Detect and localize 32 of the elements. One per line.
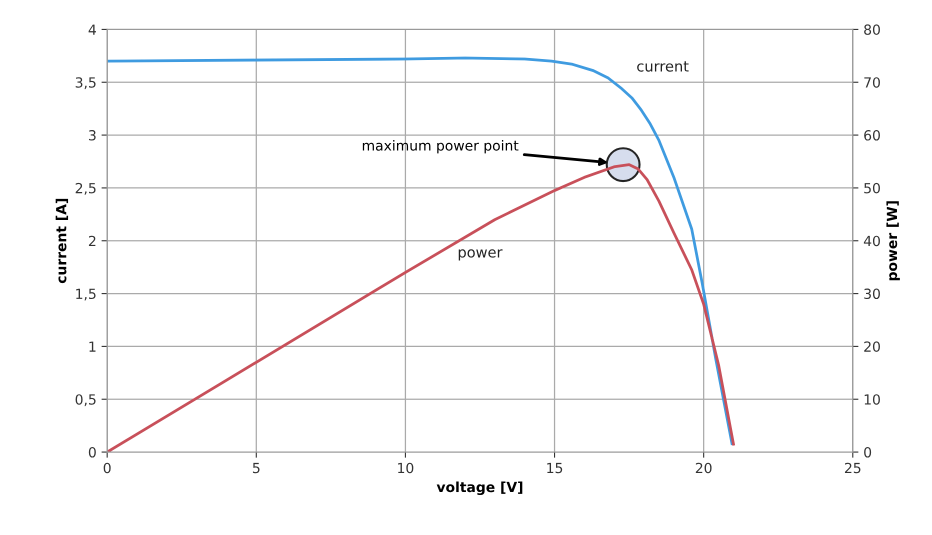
y-tick-label: 3 bbox=[88, 130, 96, 141]
x-tick-label: 0 bbox=[104, 462, 111, 474]
series-label: power bbox=[458, 249, 503, 260]
line-series bbox=[107, 56, 734, 446]
x-tick-label: 25 bbox=[844, 462, 860, 474]
y2-tick-label: 70 bbox=[864, 77, 880, 88]
y-tick-label: 2,5 bbox=[76, 182, 96, 195]
y-tick-label: 3,5 bbox=[76, 77, 96, 90]
y2-tick-label: 40 bbox=[864, 236, 880, 246]
x-tick-label: 5 bbox=[252, 462, 260, 474]
y2-tick-label: 0 bbox=[864, 447, 872, 458]
y-tick-label: 0 bbox=[88, 447, 96, 458]
y-tick-label: 2 bbox=[88, 236, 96, 246]
y2-tick-label: 60 bbox=[864, 130, 880, 141]
y-tick-label: 4 bbox=[88, 24, 96, 35]
y2-tick-label: 30 bbox=[864, 288, 880, 300]
y2-tick-label: 80 bbox=[864, 24, 880, 35]
y-axis-title: current [A] bbox=[56, 198, 68, 284]
y2-axis-title: power [W] bbox=[886, 201, 900, 280]
series-label: current bbox=[637, 61, 689, 72]
x-tick-label: 20 bbox=[696, 462, 712, 474]
x-axis-title: voltage [V] bbox=[436, 481, 522, 496]
x-tick-label: 10 bbox=[398, 462, 414, 474]
y2-tick-label: 50 bbox=[864, 182, 880, 194]
y2-tick-label: 20 bbox=[864, 341, 880, 352]
line-series bbox=[107, 163, 735, 452]
annotation: maximum power point bbox=[362, 140, 518, 154]
x-tick-label: 15 bbox=[547, 462, 562, 474]
y2-tick-label: 10 bbox=[864, 394, 880, 405]
y-tick-label: 1 bbox=[89, 342, 96, 352]
y-tick-label: 0,5 bbox=[76, 394, 96, 406]
y-tick-label: 1,5 bbox=[76, 288, 96, 300]
